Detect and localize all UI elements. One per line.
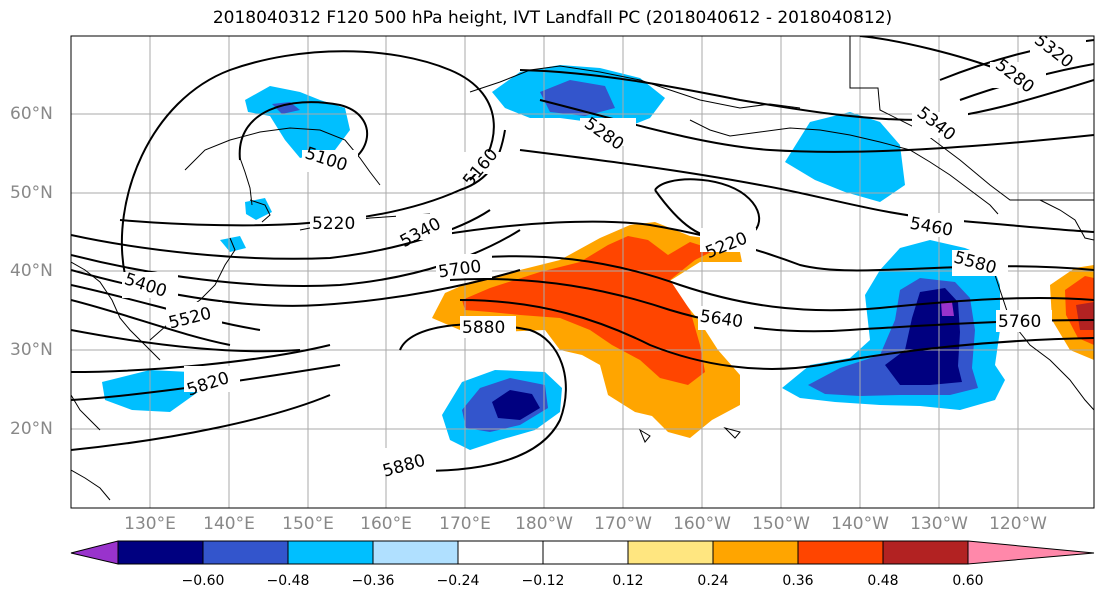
lon-label: 140°W: [831, 514, 889, 534]
ivt-positive-anomaly: [432, 222, 1094, 438]
colorbar-bin: [627, 540, 714, 565]
lat-label: 60°N: [10, 104, 53, 124]
lon-label: 170°W: [594, 514, 652, 534]
colorbar-bin: [202, 540, 289, 565]
colorbar-bin: [882, 540, 969, 565]
colorbar-tick-label: 0.12: [612, 573, 644, 589]
colorbar-tick-label: −0.24: [436, 573, 480, 589]
lon-label: 180°W: [515, 514, 573, 534]
contour-label: 5880: [462, 318, 505, 338]
lon-label: 150°E: [282, 514, 334, 534]
colorbar-bin: [712, 540, 799, 565]
contour-label: 5220: [312, 214, 355, 234]
lon-label: 170°E: [439, 514, 491, 534]
colorbar: [70, 540, 1095, 565]
lon-label: 140°E: [203, 514, 255, 534]
colorbar-tick-label: −0.12: [521, 573, 565, 589]
lat-label: 40°N: [10, 261, 53, 281]
colorbar-bin: [372, 540, 459, 565]
colorbar-extend-max: [967, 540, 1095, 565]
colorbar-bin: [287, 540, 374, 565]
lon-label: 160°W: [673, 514, 731, 534]
colorbar-tick-label: 0.36: [782, 573, 814, 589]
colorbar-tick-label: 0.24: [697, 573, 729, 589]
colorbar-tick-label: 0.48: [867, 573, 899, 589]
colorbar-tick-label: −0.36: [351, 573, 395, 589]
lat-label: 50°N: [10, 183, 53, 203]
lon-label: 160°E: [360, 514, 412, 534]
lon-label: 120°W: [989, 514, 1047, 534]
colorbar-bin: [797, 540, 884, 565]
lat-label: 30°N: [10, 340, 53, 360]
colorbar-bin: [457, 540, 544, 565]
colorbar-tick-label: −0.60: [181, 573, 225, 589]
lon-label: 130°W: [910, 514, 968, 534]
colorbar-tick-label: −0.48: [266, 573, 310, 589]
lon-label: 150°W: [752, 514, 810, 534]
ivt-negative-anomaly: [102, 65, 1005, 450]
lon-label: 130°E: [124, 514, 176, 534]
lat-label: 20°N: [10, 419, 53, 439]
colorbar-extend-min: [70, 540, 119, 565]
colorbar-bin: [117, 540, 204, 565]
map-title: 2018040312 F120 500 hPa height, IVT Land…: [212, 8, 893, 28]
contour-label: 5760: [998, 312, 1041, 332]
colorbar-bin: [542, 540, 629, 565]
colorbar-tick-label: 0.60: [952, 573, 984, 589]
